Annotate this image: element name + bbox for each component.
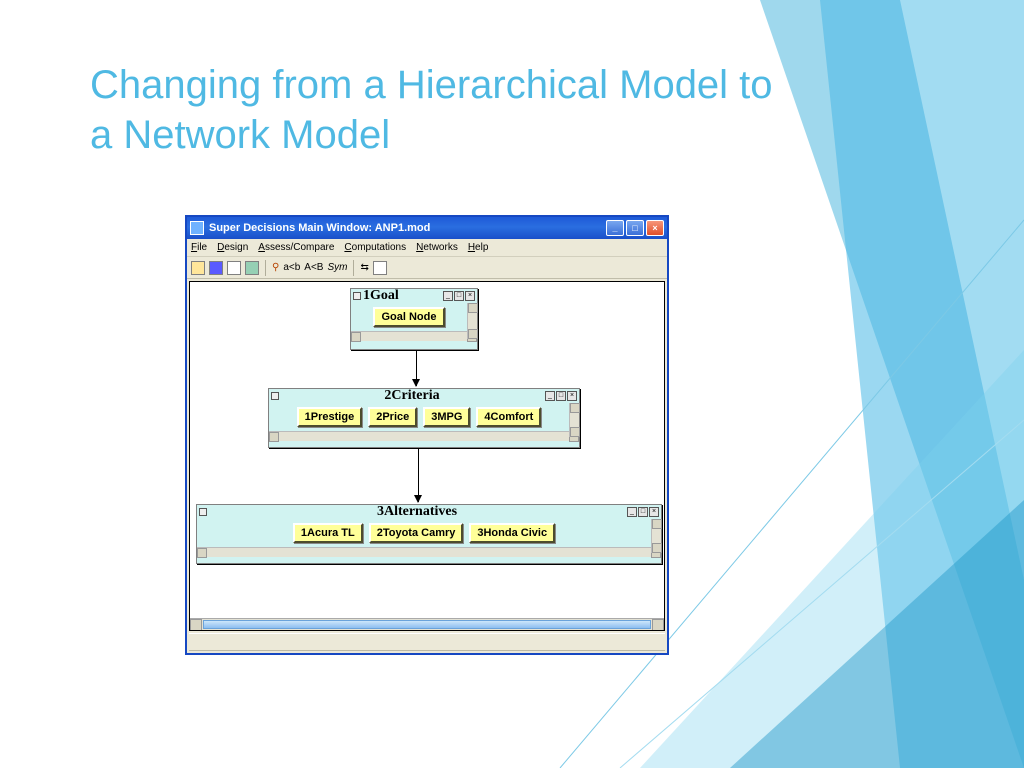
cluster-goal[interactable]: 1Goal _□× Goal Node bbox=[350, 288, 478, 350]
scroll-right-icon[interactable] bbox=[652, 619, 664, 631]
attach-icon[interactable] bbox=[245, 261, 259, 275]
menu-assess[interactable]: Assess/Compare bbox=[258, 242, 334, 253]
maximize-button[interactable]: □ bbox=[626, 220, 644, 236]
window-title: Super Decisions Main Window: ANP1.mod bbox=[209, 222, 606, 234]
cluster-scrollbar-horizontal[interactable] bbox=[351, 331, 477, 341]
scroll-left-icon[interactable] bbox=[190, 619, 202, 631]
scroll-thumb[interactable] bbox=[203, 620, 651, 629]
tool-compare-ab-lower[interactable]: a<b bbox=[283, 262, 300, 273]
toolbar-separator bbox=[353, 260, 354, 276]
cluster-sys-icon bbox=[353, 292, 361, 300]
close-button[interactable]: × bbox=[646, 220, 664, 236]
canvas-scrollbar-horizontal[interactable] bbox=[190, 618, 664, 630]
cluster-sys-icon bbox=[271, 392, 279, 400]
cluster-title: 3Alternatives bbox=[207, 504, 627, 520]
cluster-alternatives[interactable]: 3Alternatives_□× 1Acura TL 2Toyota Camry3H… bbox=[196, 504, 662, 564]
cluster-max-icon[interactable]: □ bbox=[454, 291, 464, 301]
cluster-min-icon[interactable]: _ bbox=[627, 507, 637, 517]
tool-compare-ab-upper[interactable]: A<B bbox=[304, 262, 323, 273]
toolbar: ⚲ a<b A<B Sym ⇆ bbox=[187, 257, 667, 279]
node-button[interactable]: 2Price bbox=[368, 407, 417, 427]
statusbar bbox=[189, 633, 665, 651]
node-button[interactable]: Goal Node bbox=[373, 307, 444, 327]
menu-design[interactable]: Design bbox=[217, 242, 248, 253]
tool-person-icon[interactable]: ⚲ bbox=[272, 262, 279, 273]
cluster-title: 1Goal bbox=[361, 288, 401, 304]
cluster-scrollbar-vertical[interactable] bbox=[651, 519, 661, 553]
cluster-criteria[interactable]: 2Criteria_□× 1Prestige2Price 3MPG 4Comfort bbox=[268, 388, 580, 448]
cluster-titlebar[interactable]: 3Alternatives_□× bbox=[197, 505, 661, 519]
tool-select-icon[interactable] bbox=[373, 261, 387, 275]
app-icon bbox=[190, 221, 204, 235]
edge-arrow bbox=[416, 350, 417, 386]
cluster-max-icon[interactable]: □ bbox=[638, 507, 648, 517]
menubar: File Design Assess/Compare Computations … bbox=[187, 239, 667, 257]
node-button[interactable]: 1Prestige bbox=[297, 407, 363, 427]
diagram-canvas: 1Goal_□×Goal Node2Criteria_□×1Prestige2P… bbox=[189, 281, 665, 631]
tool-arrows-icon[interactable]: ⇆ bbox=[360, 262, 368, 273]
edge-arrow bbox=[418, 448, 419, 502]
save-icon[interactable] bbox=[209, 261, 223, 275]
menu-file[interactable]: File bbox=[191, 242, 207, 253]
cluster-scrollbar-horizontal[interactable] bbox=[269, 431, 579, 441]
cluster-scrollbar-vertical[interactable] bbox=[569, 403, 579, 437]
cluster-close-icon[interactable]: × bbox=[649, 507, 659, 517]
cluster-min-icon[interactable]: _ bbox=[545, 391, 555, 401]
app-window: Super Decisions Main Window: ANP1.mod _ … bbox=[185, 215, 669, 655]
cluster-body: 1Prestige2Price 3MPG 4Comfort bbox=[269, 403, 579, 431]
cluster-close-icon[interactable]: × bbox=[465, 291, 475, 301]
cluster-titlebar[interactable]: 1Goal _□× bbox=[351, 289, 477, 303]
node-button[interactable]: 3Honda Civic bbox=[469, 523, 555, 543]
window-titlebar: Super Decisions Main Window: ANP1.mod _ … bbox=[187, 217, 667, 239]
cluster-sys-icon bbox=[199, 508, 207, 516]
menu-help[interactable]: Help bbox=[468, 242, 489, 253]
cluster-body: Goal Node bbox=[351, 303, 477, 331]
menu-networks[interactable]: Networks bbox=[416, 242, 458, 253]
menu-computations[interactable]: Computations bbox=[344, 242, 406, 253]
toolbar-separator bbox=[265, 260, 266, 276]
cluster-min-icon[interactable]: _ bbox=[443, 291, 453, 301]
slide-title: Changing from a Hierarchical Model to a … bbox=[90, 60, 790, 160]
cluster-title: 2Criteria bbox=[279, 388, 545, 404]
minimize-button[interactable]: _ bbox=[606, 220, 624, 236]
print-icon[interactable] bbox=[227, 261, 241, 275]
node-button[interactable]: 1Acura TL bbox=[293, 523, 363, 543]
cluster-body: 1Acura TL 2Toyota Camry3Honda Civic bbox=[197, 519, 661, 547]
open-icon[interactable] bbox=[191, 261, 205, 275]
cluster-close-icon[interactable]: × bbox=[567, 391, 577, 401]
cluster-scrollbar-horizontal[interactable] bbox=[197, 547, 661, 557]
tool-sym[interactable]: Sym bbox=[327, 262, 347, 273]
node-button[interactable]: 4Comfort bbox=[476, 407, 541, 427]
cluster-max-icon[interactable]: □ bbox=[556, 391, 566, 401]
cluster-scrollbar-vertical[interactable] bbox=[467, 303, 477, 339]
node-button[interactable]: 2Toyota Camry bbox=[369, 523, 464, 543]
cluster-titlebar[interactable]: 2Criteria_□× bbox=[269, 389, 579, 403]
node-button[interactable]: 3MPG bbox=[423, 407, 470, 427]
